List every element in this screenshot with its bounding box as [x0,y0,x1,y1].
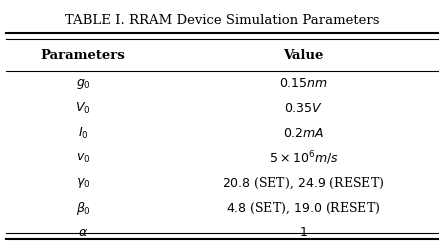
Text: $0.2mA$: $0.2mA$ [283,127,324,140]
Text: $\alpha$: $\alpha$ [78,226,88,240]
Text: $5 \times 10^6 m/s$: $5 \times 10^6 m/s$ [269,150,339,167]
Text: Value: Value [283,49,324,62]
Text: $\gamma_0$: $\gamma_0$ [76,176,90,190]
Text: $4.8$ (SET), $19.0$ (RESET): $4.8$ (SET), $19.0$ (RESET) [226,200,381,216]
Text: $0.15nm$: $0.15nm$ [279,77,328,90]
Text: Parameters: Parameters [41,49,125,62]
Text: $1$: $1$ [299,226,308,240]
Text: $g_0$: $g_0$ [75,77,91,91]
Text: $V_0$: $V_0$ [75,101,91,116]
Text: TABLE I. RRAM Device Simulation Parameters: TABLE I. RRAM Device Simulation Paramete… [65,14,379,27]
Text: $0.35V$: $0.35V$ [284,102,323,115]
Text: $20.8$ (SET), $24.9$ (RESET): $20.8$ (SET), $24.9$ (RESET) [222,176,385,191]
Text: $I_0$: $I_0$ [78,126,88,141]
Text: $\beta_0$: $\beta_0$ [75,200,91,217]
Text: $v_0$: $v_0$ [76,152,90,165]
